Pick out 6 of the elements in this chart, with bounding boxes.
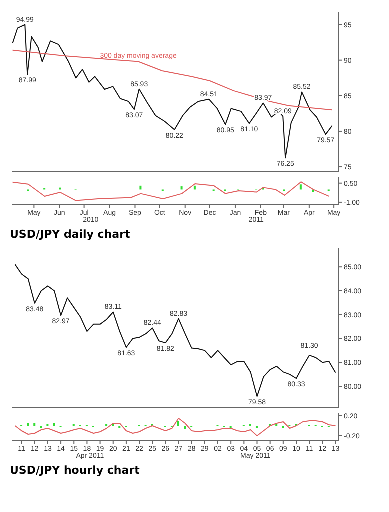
line-series <box>12 182 330 202</box>
text: USD/JPY hourly chart <box>9 463 141 479</box>
line-series <box>12 24 333 159</box>
line-series <box>14 264 336 398</box>
line-series <box>14 418 336 436</box>
text: USD/JPY daily chart <box>9 227 132 243</box>
